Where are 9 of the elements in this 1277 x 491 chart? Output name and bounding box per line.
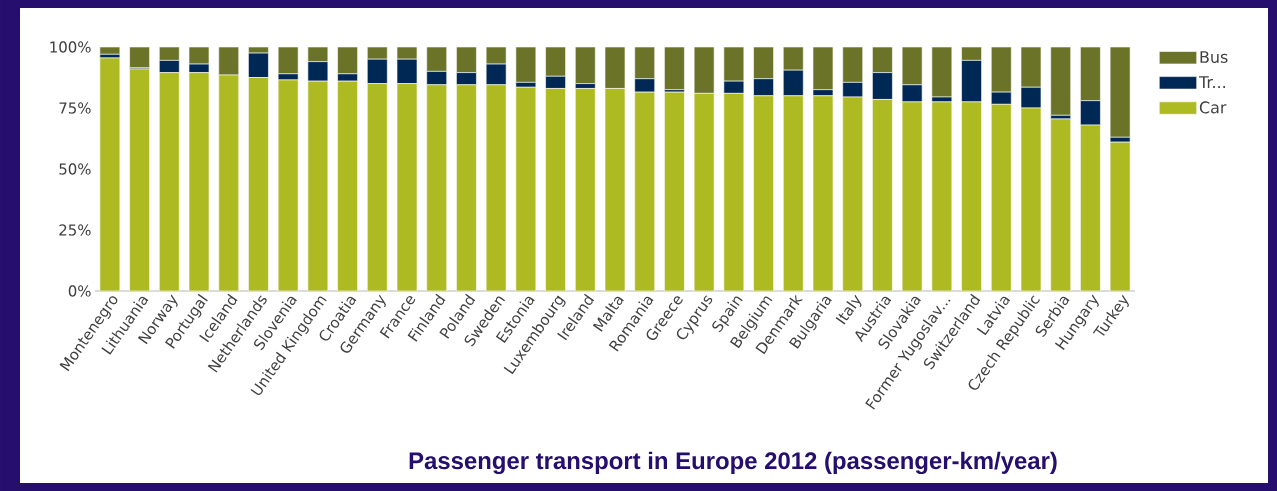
y-tick-label: 100%: [50, 41, 91, 53]
text: Passenger transport in Europe 2012 (passenger-km/year): [409, 451, 1057, 475]
legend-label: Bus: [1200, 51, 1228, 64]
y-tick-label: 75%: [59, 102, 91, 114]
legend-label: Tr...: [1198, 76, 1225, 88]
y-tick-label: 25%: [59, 224, 91, 236]
y-tick-label: 50%: [59, 163, 91, 175]
y-tick-label: 0%: [68, 285, 91, 297]
legend-label: Car: [1199, 101, 1227, 114]
